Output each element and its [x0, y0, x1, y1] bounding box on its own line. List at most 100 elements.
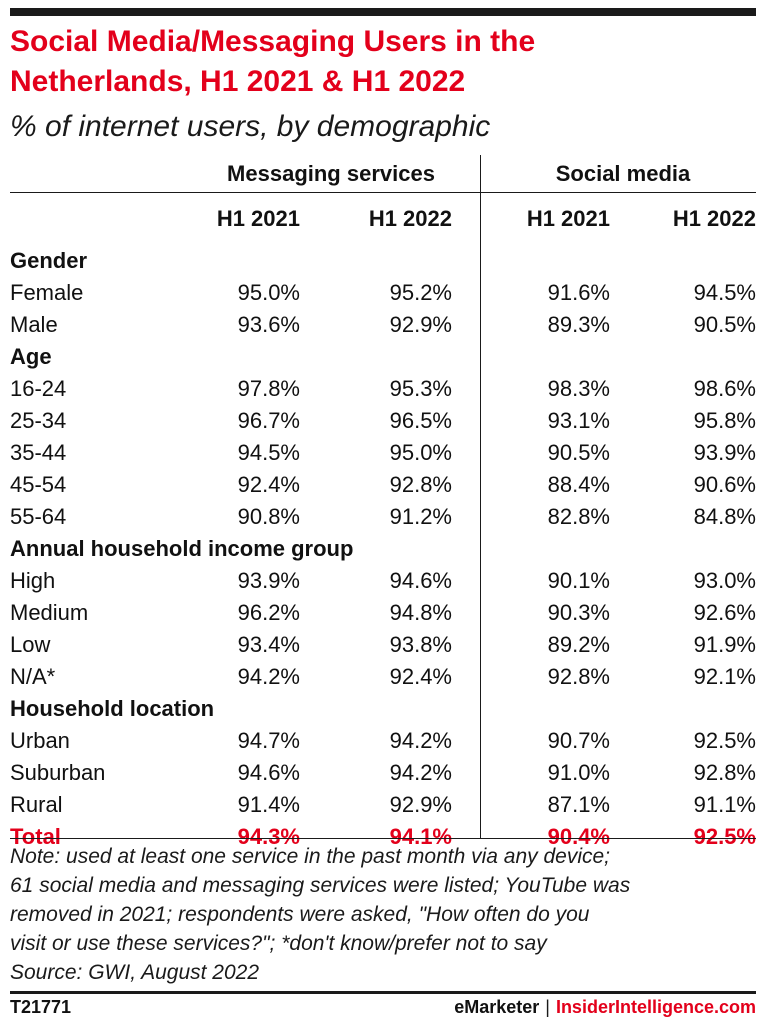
- table-row: 25-34 96.7% 96.5% 93.1% 95.8%: [10, 405, 756, 437]
- cell-value: 95.0%: [237, 280, 300, 305]
- group-header-row: Annual household income group: [10, 533, 756, 565]
- group-header-row: Gender: [10, 245, 756, 277]
- row-label: Rural: [10, 792, 63, 817]
- row-label: Suburban: [10, 760, 106, 785]
- cell-value: 91.2%: [389, 504, 452, 529]
- cell-value: 88.4%: [547, 472, 610, 497]
- column-header-messaging-h1-2021: H1 2021: [216, 206, 300, 231]
- cell-value: 90.5%: [547, 440, 610, 465]
- column-header-social-h1-2021: H1 2021: [526, 206, 610, 231]
- cell-value: 94.2%: [237, 664, 300, 689]
- cell-value: 95.2%: [389, 280, 452, 305]
- cell-value: 98.6%: [693, 376, 756, 401]
- table-row: N/A* 94.2% 92.4% 92.8% 92.1%: [10, 661, 756, 693]
- cell-value: 82.8%: [547, 504, 610, 529]
- total-value: 94.1%: [389, 824, 452, 849]
- row-label: 45-54: [10, 472, 67, 497]
- column-group-separator: [480, 155, 481, 838]
- table-body: Gender Female 95.0% 95.2% 91.6% 94.5% Male 93.6…: [10, 245, 756, 821]
- group-label: Household location: [10, 696, 215, 721]
- cell-value: 92.8%: [547, 664, 610, 689]
- cell-value: 92.5%: [693, 728, 756, 753]
- table-row: 16-24 97.8% 95.3% 98.3% 98.6%: [10, 373, 756, 405]
- cell-value: 91.4%: [237, 792, 300, 817]
- chart-title: Social Media/Messaging Users in the Neth…: [10, 22, 756, 102]
- cell-value: 90.3%: [547, 600, 610, 625]
- cell-value: 93.1%: [547, 408, 610, 433]
- row-label: N/A*: [10, 664, 56, 689]
- note-line: removed in 2021; respondents were asked,…: [10, 903, 590, 926]
- footer-rule: [10, 991, 756, 994]
- cell-value: 90.6%: [693, 472, 756, 497]
- cell-value: 84.8%: [693, 504, 756, 529]
- column-header-social-h1-2022: H1 2022: [672, 206, 756, 231]
- table-row: 45-54 92.4% 92.8% 88.4% 90.6%: [10, 469, 756, 501]
- column-header-row: H1 2021 H1 2022 H1 2021 H1 2022: [10, 192, 756, 245]
- note-line: 61 social media and messaging services w…: [10, 874, 631, 897]
- row-label: Medium: [10, 600, 89, 625]
- cell-value: 94.2%: [389, 728, 452, 753]
- cell-value: 94.8%: [389, 600, 452, 625]
- total-label: Total: [10, 824, 61, 849]
- column-group-messaging: Messaging services: [227, 161, 435, 186]
- figure-id: T21771: [10, 997, 72, 1017]
- cell-value: 94.6%: [389, 568, 452, 593]
- cell-value: 96.7%: [237, 408, 300, 433]
- column-group-divider: [10, 192, 756, 193]
- cell-value: 96.5%: [389, 408, 452, 433]
- cell-value: 95.3%: [389, 376, 452, 401]
- row-label: Low: [10, 632, 51, 657]
- cell-value: 91.6%: [547, 280, 610, 305]
- row-label: Urban: [10, 728, 70, 753]
- cell-value: 91.9%: [693, 632, 756, 657]
- cell-value: 91.0%: [547, 760, 610, 785]
- cell-value: 89.3%: [547, 312, 610, 337]
- total-value: 92.5%: [693, 824, 756, 849]
- cell-value: 87.1%: [547, 792, 610, 817]
- top-rule: [10, 8, 756, 16]
- brand-separator: |: [545, 997, 550, 1017]
- cell-value: 95.0%: [389, 440, 452, 465]
- cell-value: 90.5%: [693, 312, 756, 337]
- cell-value: 92.1%: [693, 664, 756, 689]
- cell-value: 90.7%: [547, 728, 610, 753]
- brand-insider-intelligence[interactable]: InsiderIntelligence.com: [555, 997, 756, 1017]
- table-row: Rural 91.4% 92.9% 87.1% 91.1%: [10, 789, 756, 821]
- table-row: Female 95.0% 95.2% 91.6% 94.5%: [10, 277, 756, 309]
- table-row: High 93.9% 94.6% 90.1% 93.0%: [10, 565, 756, 597]
- column-group-header-row: Messaging services Social media: [10, 155, 756, 192]
- table-row: Medium 96.2% 94.8% 90.3% 92.6%: [10, 597, 756, 629]
- cell-value: 98.3%: [547, 376, 610, 401]
- cell-value: 93.9%: [693, 440, 756, 465]
- title-line-2: Netherlands, H1 2021 & H1 2022: [10, 65, 466, 98]
- cell-value: 95.8%: [693, 408, 756, 433]
- row-label: Male: [10, 312, 58, 337]
- table-row: 55-64 90.8% 91.2% 82.8% 84.8%: [10, 501, 756, 533]
- note-line: visit or use these services?"; *don't kn…: [10, 932, 547, 955]
- cell-value: 92.6%: [693, 600, 756, 625]
- cell-value: 94.7%: [237, 728, 300, 753]
- brand: eMarketer | InsiderIntelligence.com: [454, 994, 756, 1020]
- chart-subtitle: % of internet users, by demographic: [10, 110, 491, 143]
- table-row: Male 93.6% 92.9% 89.3% 90.5%: [10, 309, 756, 341]
- cell-value: 94.5%: [237, 440, 300, 465]
- table-row: Low 93.4% 93.8% 89.2% 91.9%: [10, 629, 756, 661]
- group-label: Annual household income group: [10, 536, 354, 561]
- cell-value: 94.5%: [693, 280, 756, 305]
- column-header-messaging-h1-2022: H1 2022: [368, 206, 452, 231]
- data-table: Messaging services Social media H1 2021 …: [10, 155, 756, 853]
- cell-value: 93.0%: [693, 568, 756, 593]
- cell-value: 92.4%: [237, 472, 300, 497]
- cell-value: 94.2%: [389, 760, 452, 785]
- total-value: 90.4%: [547, 824, 610, 849]
- cell-value: 90.1%: [547, 568, 610, 593]
- column-group-social-media: Social media: [555, 161, 691, 186]
- cell-value: 90.8%: [237, 504, 300, 529]
- row-label: 16-24: [10, 376, 67, 401]
- table-row: Urban 94.7% 94.2% 90.7% 92.5%: [10, 725, 756, 757]
- group-header-row: Age: [10, 341, 756, 373]
- total-row: Total 94.3% 94.1% 90.4% 92.5%: [10, 821, 756, 853]
- cell-value: 92.9%: [389, 312, 452, 337]
- group-header-row: Household location: [10, 693, 756, 725]
- cell-value: 91.1%: [693, 792, 756, 817]
